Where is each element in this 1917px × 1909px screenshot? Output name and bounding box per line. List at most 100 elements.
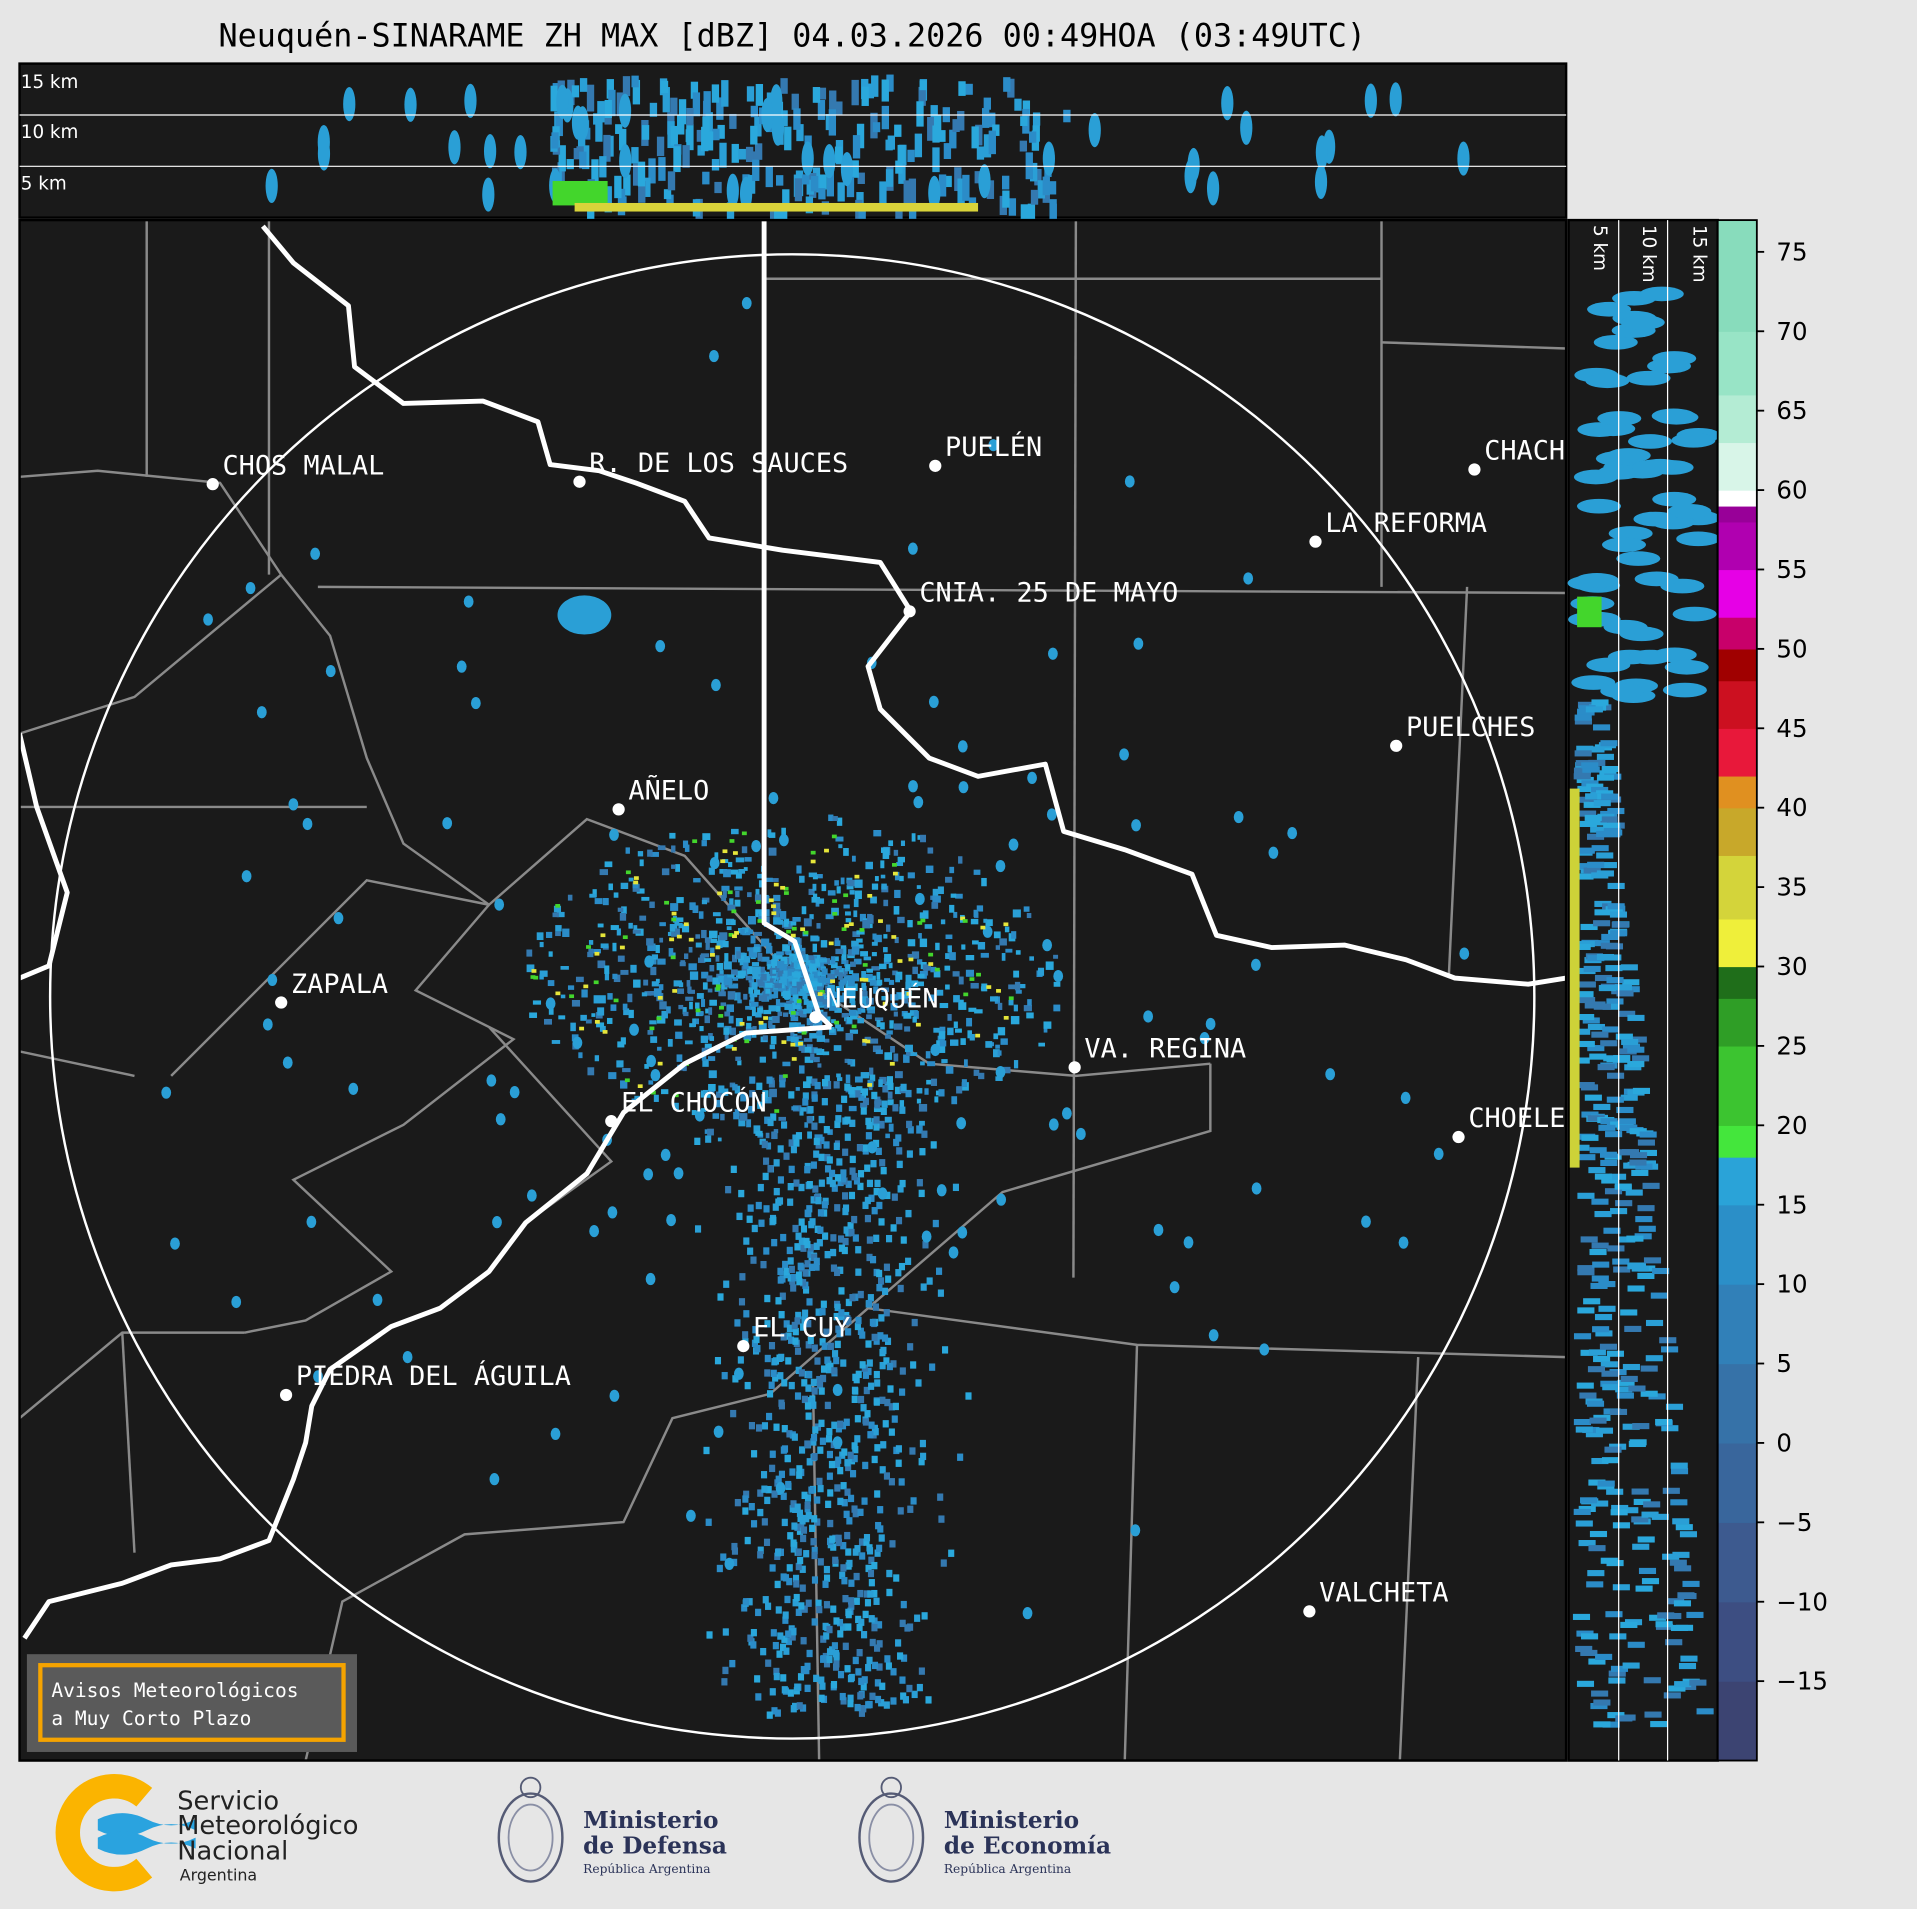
city-marker xyxy=(1468,463,1481,476)
colorbar-band xyxy=(1717,617,1757,650)
warning-box[interactable]: Avisos Meteorológicos a Muy Corto Plazo xyxy=(26,1654,357,1752)
colorbar-tick-label: 35 xyxy=(1776,873,1807,902)
city-label: CNIA. 25 DE MAYO xyxy=(919,578,1178,609)
colorbar-band xyxy=(1717,728,1757,777)
defensa-text-2: de Defensa xyxy=(583,1832,727,1859)
economia-text-3: República Argentina xyxy=(944,1862,1071,1876)
border-line xyxy=(867,1306,1567,1359)
city-12: CHOELE xyxy=(1452,1103,1565,1144)
city-1: R. DE LOS SAUCES xyxy=(573,448,848,488)
city-3: CHACH xyxy=(1468,436,1565,476)
city-marker xyxy=(605,1115,618,1128)
border-line xyxy=(1123,1344,1139,1761)
city-label: CHOELE xyxy=(1468,1103,1565,1134)
warning-line-2: a Muy Corto Plazo xyxy=(51,1707,251,1730)
city-marker xyxy=(1452,1130,1465,1144)
city-label: NEUQUÉN xyxy=(825,982,938,1014)
colorbar-tick-label: −10 xyxy=(1776,1587,1828,1616)
city-10: VA. REGINA xyxy=(1068,1034,1246,1074)
colorbar-tick-label: 70 xyxy=(1776,317,1807,346)
border-line xyxy=(304,1063,1212,1761)
city-marker xyxy=(1309,535,1322,548)
warning-line-1: Avisos Meteorológicos xyxy=(51,1679,298,1702)
border-line xyxy=(1398,1357,1420,1761)
city-marker xyxy=(279,1388,293,1402)
city-marker xyxy=(1390,739,1403,752)
colorbar-band xyxy=(1717,998,1757,1047)
smn-text-4: Argentina xyxy=(180,1865,257,1884)
border-line xyxy=(317,585,1567,595)
colorbar-tick-label: 10 xyxy=(1776,1270,1807,1299)
ministerio-defensa-logo: Ministerio de Defensa República Argentin… xyxy=(497,1776,727,1883)
river-line xyxy=(260,224,1567,987)
river-line xyxy=(22,1024,832,1640)
city-marker xyxy=(612,803,625,816)
colorbar-band xyxy=(1717,1125,1757,1158)
city-13: EL CUY xyxy=(737,1312,850,1353)
side-height-label-5km: 5 km xyxy=(1589,225,1610,271)
vertical-profile-top-panel: 15 km 10 km 5 km xyxy=(18,62,1568,232)
colorbar-tick-label: −5 xyxy=(1776,1508,1812,1537)
radar-echoes xyxy=(161,297,1470,1719)
city-marker xyxy=(809,1011,822,1024)
city-6: PUELCHES xyxy=(1390,712,1535,752)
city-label: CHACH xyxy=(1484,436,1565,467)
border-line xyxy=(19,1050,135,1078)
city-marker xyxy=(573,475,586,488)
city-9: NEUQUÉN xyxy=(809,982,939,1024)
colorbar-tick-label: 60 xyxy=(1776,476,1807,505)
colorbar-tick-label: 50 xyxy=(1776,634,1807,663)
colorbar-tick-label: 45 xyxy=(1776,714,1807,743)
colorbar-band xyxy=(1717,1204,1757,1285)
border-line xyxy=(1072,220,1078,1278)
province-borders xyxy=(19,220,1567,1761)
city-label: ZAPALA xyxy=(291,969,388,1000)
colorbar-band xyxy=(1717,1601,1757,1682)
colorbar-tick-label: 55 xyxy=(1776,555,1807,584)
colorbar-band xyxy=(1717,1045,1757,1126)
colorbar-band xyxy=(1717,1681,1757,1762)
economia-text-2: de Economía xyxy=(944,1832,1111,1859)
city-7: AÑELO xyxy=(612,775,709,816)
radar-map[interactable]: CHOS MALAL R. DE LOS SAUCES PUELÉN CHACH LA … xyxy=(18,218,1568,1762)
city-marker xyxy=(903,605,916,618)
city-15: VALCHETA xyxy=(1303,1578,1449,1618)
colorbar-tick-label: 65 xyxy=(1776,396,1807,425)
colorbar-band xyxy=(1717,521,1757,571)
side-height-label-15km: 15 km xyxy=(1688,225,1709,283)
rivers xyxy=(19,220,1567,1640)
city-label: PUELÉN xyxy=(945,431,1042,463)
colorbar-tick-label: 75 xyxy=(1776,237,1807,266)
border-line xyxy=(1447,586,1469,979)
colorbar-band xyxy=(1717,569,1757,618)
defensa-text-3: República Argentina xyxy=(583,1862,710,1876)
smn-text-1: Servicio xyxy=(177,1786,279,1816)
colorbar-band xyxy=(1717,1157,1757,1206)
colorbar-band xyxy=(1717,394,1757,444)
city-label: LA REFORMA xyxy=(1325,508,1487,539)
city-marker xyxy=(1303,1605,1316,1618)
city-marker xyxy=(206,478,219,491)
colorbar-band xyxy=(1717,680,1757,729)
colorbar-tick-label: 5 xyxy=(1776,1349,1792,1378)
height-label-15km: 15 km xyxy=(21,72,79,93)
colorbar-band xyxy=(1717,505,1757,523)
colorbar-band xyxy=(1717,1522,1757,1603)
colorbar-band xyxy=(1717,490,1757,507)
colorbar-band xyxy=(1717,331,1757,396)
city-0: CHOS MALAL xyxy=(206,450,384,491)
economia-text-1: Ministerio xyxy=(944,1807,1079,1834)
city-marker xyxy=(929,459,942,472)
city-label: AÑELO xyxy=(628,775,709,807)
city-marker xyxy=(737,1339,750,1353)
colorbar-band xyxy=(1717,442,1757,491)
city-11: EL CHOCÓN xyxy=(605,1086,767,1128)
defensa-text-1: Ministerio xyxy=(583,1807,718,1834)
city-label: R. DE LOS SAUCES xyxy=(589,448,848,479)
river-line xyxy=(19,733,70,981)
river-line xyxy=(761,220,834,1029)
colorbar-tick-label: 0 xyxy=(1776,1428,1792,1457)
ministerio-economia-logo: Ministerio de Economía República Argenti… xyxy=(858,1776,1111,1883)
radar-range-ring xyxy=(48,253,1536,1740)
